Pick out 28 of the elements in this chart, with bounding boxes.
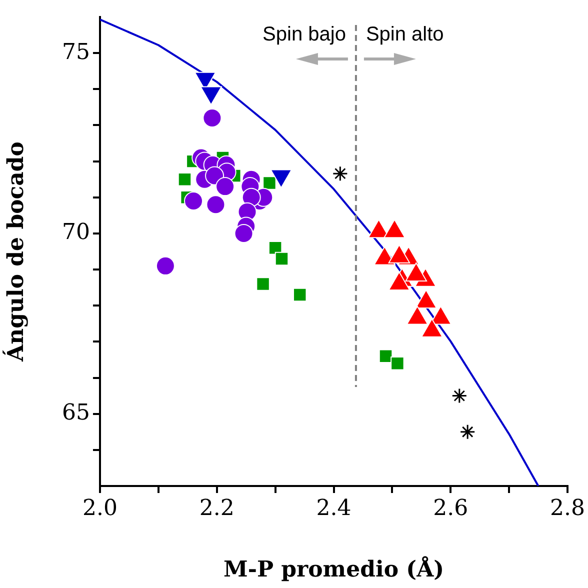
x-tick-label: 2.2 — [199, 496, 234, 521]
point — [262, 176, 276, 190]
point — [460, 424, 476, 440]
annotation: Spin bajo — [262, 24, 346, 46]
point — [332, 166, 348, 182]
annotation: Spin alto — [366, 24, 444, 46]
x-tick-label: 2.0 — [82, 496, 118, 521]
point — [178, 172, 192, 186]
point — [292, 288, 307, 302]
point — [234, 224, 254, 243]
point — [184, 191, 203, 210]
x-tick-label: 2.4 — [316, 496, 352, 521]
point — [390, 356, 404, 370]
y-tick-label: 70 — [62, 220, 90, 246]
point — [452, 388, 468, 404]
point — [206, 195, 226, 214]
point — [216, 177, 235, 196]
x-tick-label: 2.6 — [433, 496, 468, 521]
point — [202, 108, 222, 128]
y-axis-title: Ángulo de bocado — [2, 142, 29, 362]
point — [378, 349, 393, 363]
point — [156, 256, 175, 276]
y-tick-label: 75 — [62, 40, 90, 65]
y-tick-label: 65 — [62, 400, 90, 426]
point — [274, 252, 289, 266]
x-tick-label: 2.8 — [550, 496, 586, 521]
x-axis-title: M-P promedio (Å) — [223, 556, 444, 583]
point — [256, 277, 270, 291]
